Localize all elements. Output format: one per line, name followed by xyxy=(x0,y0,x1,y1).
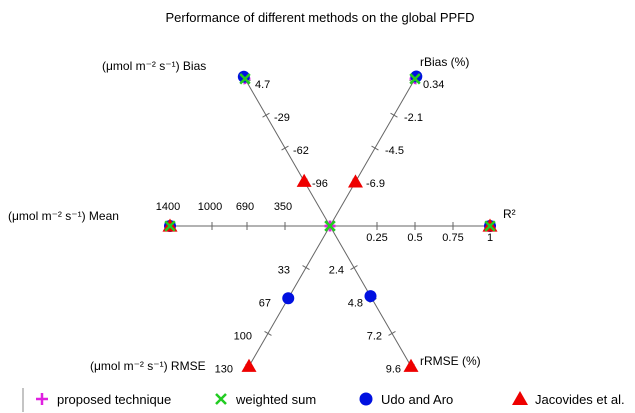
tick-mark-rbias xyxy=(390,112,398,118)
tick-label-bias: -96 xyxy=(312,178,328,190)
tick-mark-rmse xyxy=(264,330,272,336)
marker-weighted-sum-bias xyxy=(239,73,251,85)
tick-label-bias: -29 xyxy=(274,112,290,124)
legend-marker-jacovides-et-al xyxy=(512,391,528,405)
legend: proposed technique weighted sum Udo and Ar… xyxy=(36,391,625,407)
tick-label-rrmse: 4.8 xyxy=(348,297,363,309)
marker-udo-and-aro-rrmse xyxy=(364,290,377,303)
axis-label-rrmse: rRMSE (%) xyxy=(420,354,481,368)
axis-label-rbias: rBias (%) xyxy=(420,55,469,69)
tick-label-rmse: 33 xyxy=(278,265,290,277)
axis-label-rmse: (μmol m⁻² s⁻¹) RMSE xyxy=(90,359,206,373)
tick-labels: 1400 1000 690 350 0.25 0.5 0.75 1 4.7 -29 -62 -96 0.… xyxy=(156,79,493,375)
marker-jacovides-et-al-bias xyxy=(296,173,312,187)
tick-label-rbias: -4.5 xyxy=(385,145,404,157)
axis-line-bias xyxy=(244,78,331,227)
legend-marker-proposed-technique xyxy=(36,393,48,405)
marker-weighted-sum-rbias xyxy=(409,73,421,85)
legend-label-proposed-technique: proposed technique xyxy=(57,392,171,407)
tick-mark-rmse xyxy=(302,265,310,271)
axis-line-rbias xyxy=(329,78,416,227)
tick-mark-bias xyxy=(262,112,270,118)
tick-label-r2: 0.5 xyxy=(407,232,422,244)
legend-label-jacovides-et-al: Jacovides et al. xyxy=(535,392,625,407)
tick-label-rrmse: 7.2 xyxy=(367,330,382,342)
axis-label-bias: (μmol m⁻² s⁻¹) Bias xyxy=(102,59,206,73)
legend-label-weighted-sum: weighted sum xyxy=(235,392,316,407)
tick-label-bias: 4.7 xyxy=(255,79,270,91)
legend-marker-weighted-sum xyxy=(215,393,227,405)
tick-label-rmse: 130 xyxy=(215,363,233,375)
tick-label-rbias: 0.34 xyxy=(423,79,444,91)
axis-label-r2: R² xyxy=(503,207,516,221)
tick-label-rmse: 67 xyxy=(259,297,271,309)
marker-jacovides-et-al-rbias xyxy=(347,174,363,188)
marker-weighted-sum-mean xyxy=(164,220,176,232)
tick-mark-rrmse xyxy=(350,265,358,271)
tick-label-r2: 0.75 xyxy=(442,232,463,244)
tick-label-mean: 1000 xyxy=(198,201,222,213)
marker-jacovides-et-al-rmse xyxy=(241,358,257,372)
tick-label-r2: 0.25 xyxy=(366,232,387,244)
tick-label-mean: 690 xyxy=(236,201,254,213)
legend-label-udo-and-aro: Udo and Aro xyxy=(381,392,453,407)
tick-label-r2: 1 xyxy=(487,232,493,244)
tick-label-mean: 350 xyxy=(274,201,292,213)
tick-mark-rrmse xyxy=(388,330,396,336)
tick-label-mean: 1400 xyxy=(156,201,180,213)
tick-label-rmse: 100 xyxy=(234,330,252,342)
marker-jacovides-et-al-rrmse xyxy=(403,358,419,372)
marker-udo-and-aro-rmse xyxy=(282,292,295,305)
legend-marker-udo-and-aro xyxy=(359,392,373,406)
tick-label-rbias: -6.9 xyxy=(366,178,385,190)
marker-weighted-sum-rrmse xyxy=(324,220,336,232)
chart-title: Performance of different methods on the … xyxy=(165,10,474,25)
tick-label-rbias: -2.1 xyxy=(404,112,423,124)
tick-label-rrmse: 9.6 xyxy=(386,363,401,375)
tick-mark-bias xyxy=(281,145,289,151)
marker-weighted-sum-r2 xyxy=(484,220,496,232)
tick-label-bias: -62 xyxy=(293,145,309,157)
data-markers xyxy=(162,70,498,372)
axis-label-mean: (μmol m⁻² s⁻¹) Mean xyxy=(8,209,119,223)
tick-label-rrmse: 2.4 xyxy=(329,265,344,277)
tick-mark-rbias xyxy=(371,145,379,151)
